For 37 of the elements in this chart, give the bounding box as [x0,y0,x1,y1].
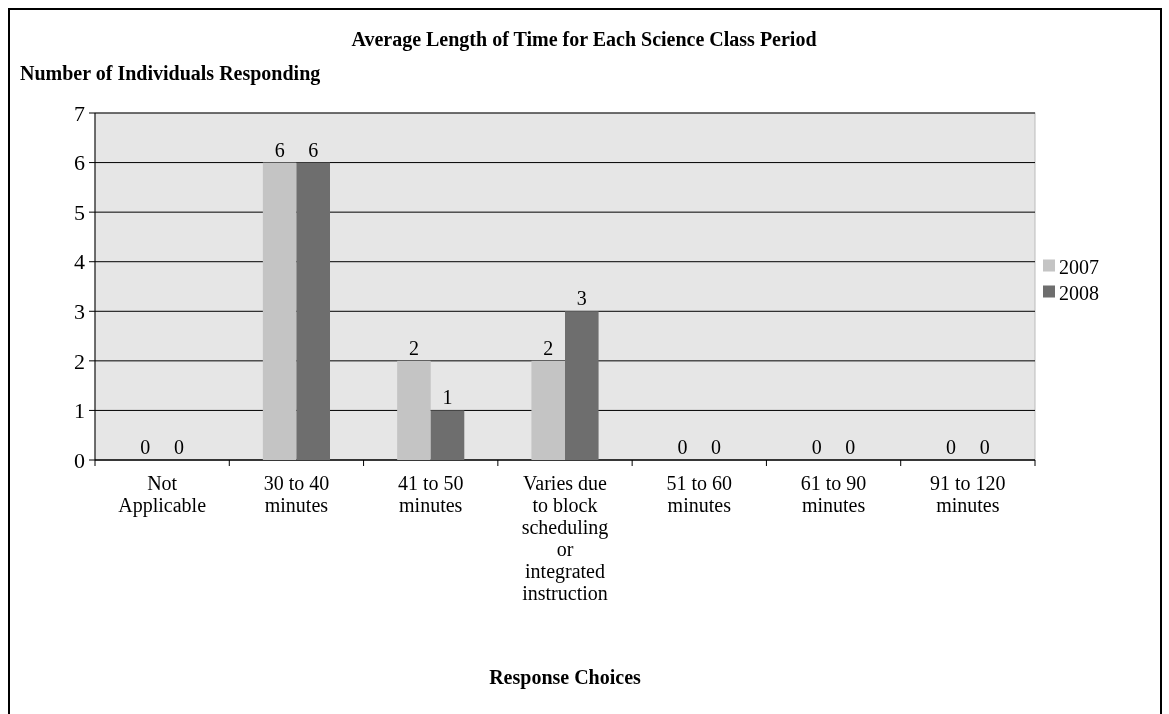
y-axis-title: Number of Individuals Responding [20,62,321,85]
y-tick-label: 1 [74,398,85,424]
data-label: 0 [946,436,957,458]
data-label: 0 [173,436,184,458]
bar [565,311,599,460]
x-tick-label: 61 to 90 minutes [800,472,867,516]
bar [430,410,465,460]
chart-title: Average Length of Time for Each Science Class Period [351,28,817,51]
data-label: 6 [274,138,285,161]
x-tick-label: Not Applicable [118,472,207,517]
x-axis-title: Response Choices [489,666,642,689]
legend-label: 2007 [1059,255,1099,278]
data-label: 0 [677,436,688,458]
data-label: 1 [442,386,453,409]
y-tick-label: 6 [74,150,85,176]
data-label: 0 [811,436,822,458]
y-tick-label: 7 [74,100,85,126]
data-label: 0 [979,436,990,458]
data-label: 0 [140,436,151,458]
x-tick-label: 51 to 60 minutes [666,472,733,516]
y-tick-label: 5 [74,199,85,225]
data-label: 3 [576,287,587,310]
bar [296,162,330,460]
x-tick-label: Varies due to block scheduling or integrated instruction [521,472,609,604]
x-tick-label: 41 to 50 minutes [397,472,464,516]
data-label: 0 [711,436,722,458]
data-label: 0 [845,436,856,458]
y-tick-label: 4 [74,249,85,275]
y-tick-label: 0 [74,447,85,473]
data-label: 2 [543,336,554,359]
y-tick-label: 3 [74,298,85,324]
y-tick-label: 2 [74,348,85,374]
data-label: 6 [308,138,319,161]
x-tick-label: 91 to 120 minutes [930,472,1006,516]
data-label: 2 [408,336,419,359]
legend-label: 2008 [1059,281,1099,304]
x-tick-label: 30 to 40 minutes [263,472,330,516]
